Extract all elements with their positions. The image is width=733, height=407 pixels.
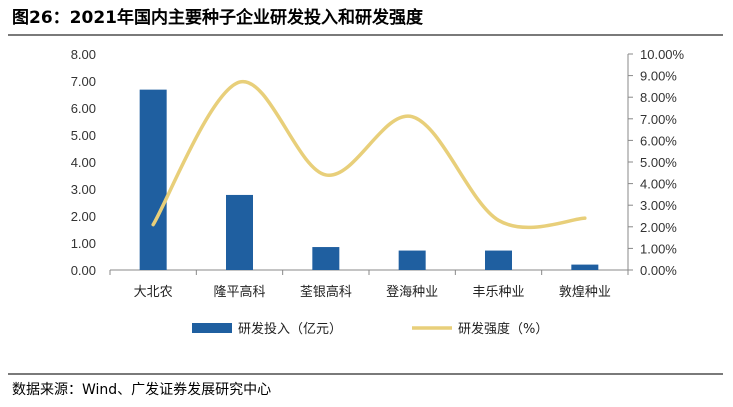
intensity-line [151,80,587,230]
right-tick-label: 6.00% [640,133,677,148]
right-tick-label: 5.00% [640,155,677,170]
bar-series [139,89,599,270]
category-label: 荃银高科 [300,284,352,300]
left-tick-label: 8.00 [71,47,96,62]
data-source: 数据来源：Wind、广发证券发展研究中心 [12,382,272,398]
bar [571,264,599,270]
chart-legend: 研发投入（亿元） 研发强度（%） [192,321,548,337]
bar [312,247,340,270]
legend-bar-swatch [192,323,232,333]
right-tick-label: 10.00% [640,47,685,62]
right-tick-label: 4.00% [640,177,677,192]
left-tick-label: 5.00 [71,128,96,143]
bar [226,194,253,270]
category-label: 大北农 [134,285,173,300]
chart: 0.00 1.00 2.00 3.00 4.00 5.00 6.00 7.00 8.00 0.00… [71,47,685,337]
left-tick-label: 7.00 [71,74,96,89]
title-divider [8,34,723,36]
category-label: 敦煌种业 [559,284,611,300]
chart-title: 图26：2021年国内主要种子企业研发投入和研发强度 [12,8,423,28]
category-label: 丰乐种业 [472,285,524,300]
legend-bar-label: 研发投入（亿元） [238,321,342,337]
left-tick-label: 4.00 [71,155,96,170]
right-tick-label: 7.00% [640,112,677,127]
left-tick-label: 2.00 [71,209,96,224]
right-tick-label: 3.00% [640,198,677,213]
left-tick-label: 3.00 [71,182,96,197]
category-label: 隆平高科 [213,284,265,300]
right-tick-label: 1.00% [640,241,677,256]
category-label: 登海种业 [386,285,438,300]
left-tick-label: 1.00 [71,236,96,251]
bar [485,250,512,270]
chart-axes: 0.00 1.00 2.00 3.00 4.00 5.00 6.00 7.00 8.00 0.00… [71,47,685,300]
left-tick-label: 0.00 [71,263,96,278]
line-series [151,80,587,230]
bar [139,89,167,270]
source-divider [8,373,723,375]
legend-line-label: 研发强度（%） [458,321,548,337]
right-tick-label: 9.00% [640,69,677,84]
left-tick-label: 6.00 [71,101,96,116]
bar [398,250,426,270]
right-tick-label: 0.00% [640,263,677,278]
right-tick-label: 8.00% [640,90,677,105]
right-tick-label: 2.00% [640,220,677,235]
